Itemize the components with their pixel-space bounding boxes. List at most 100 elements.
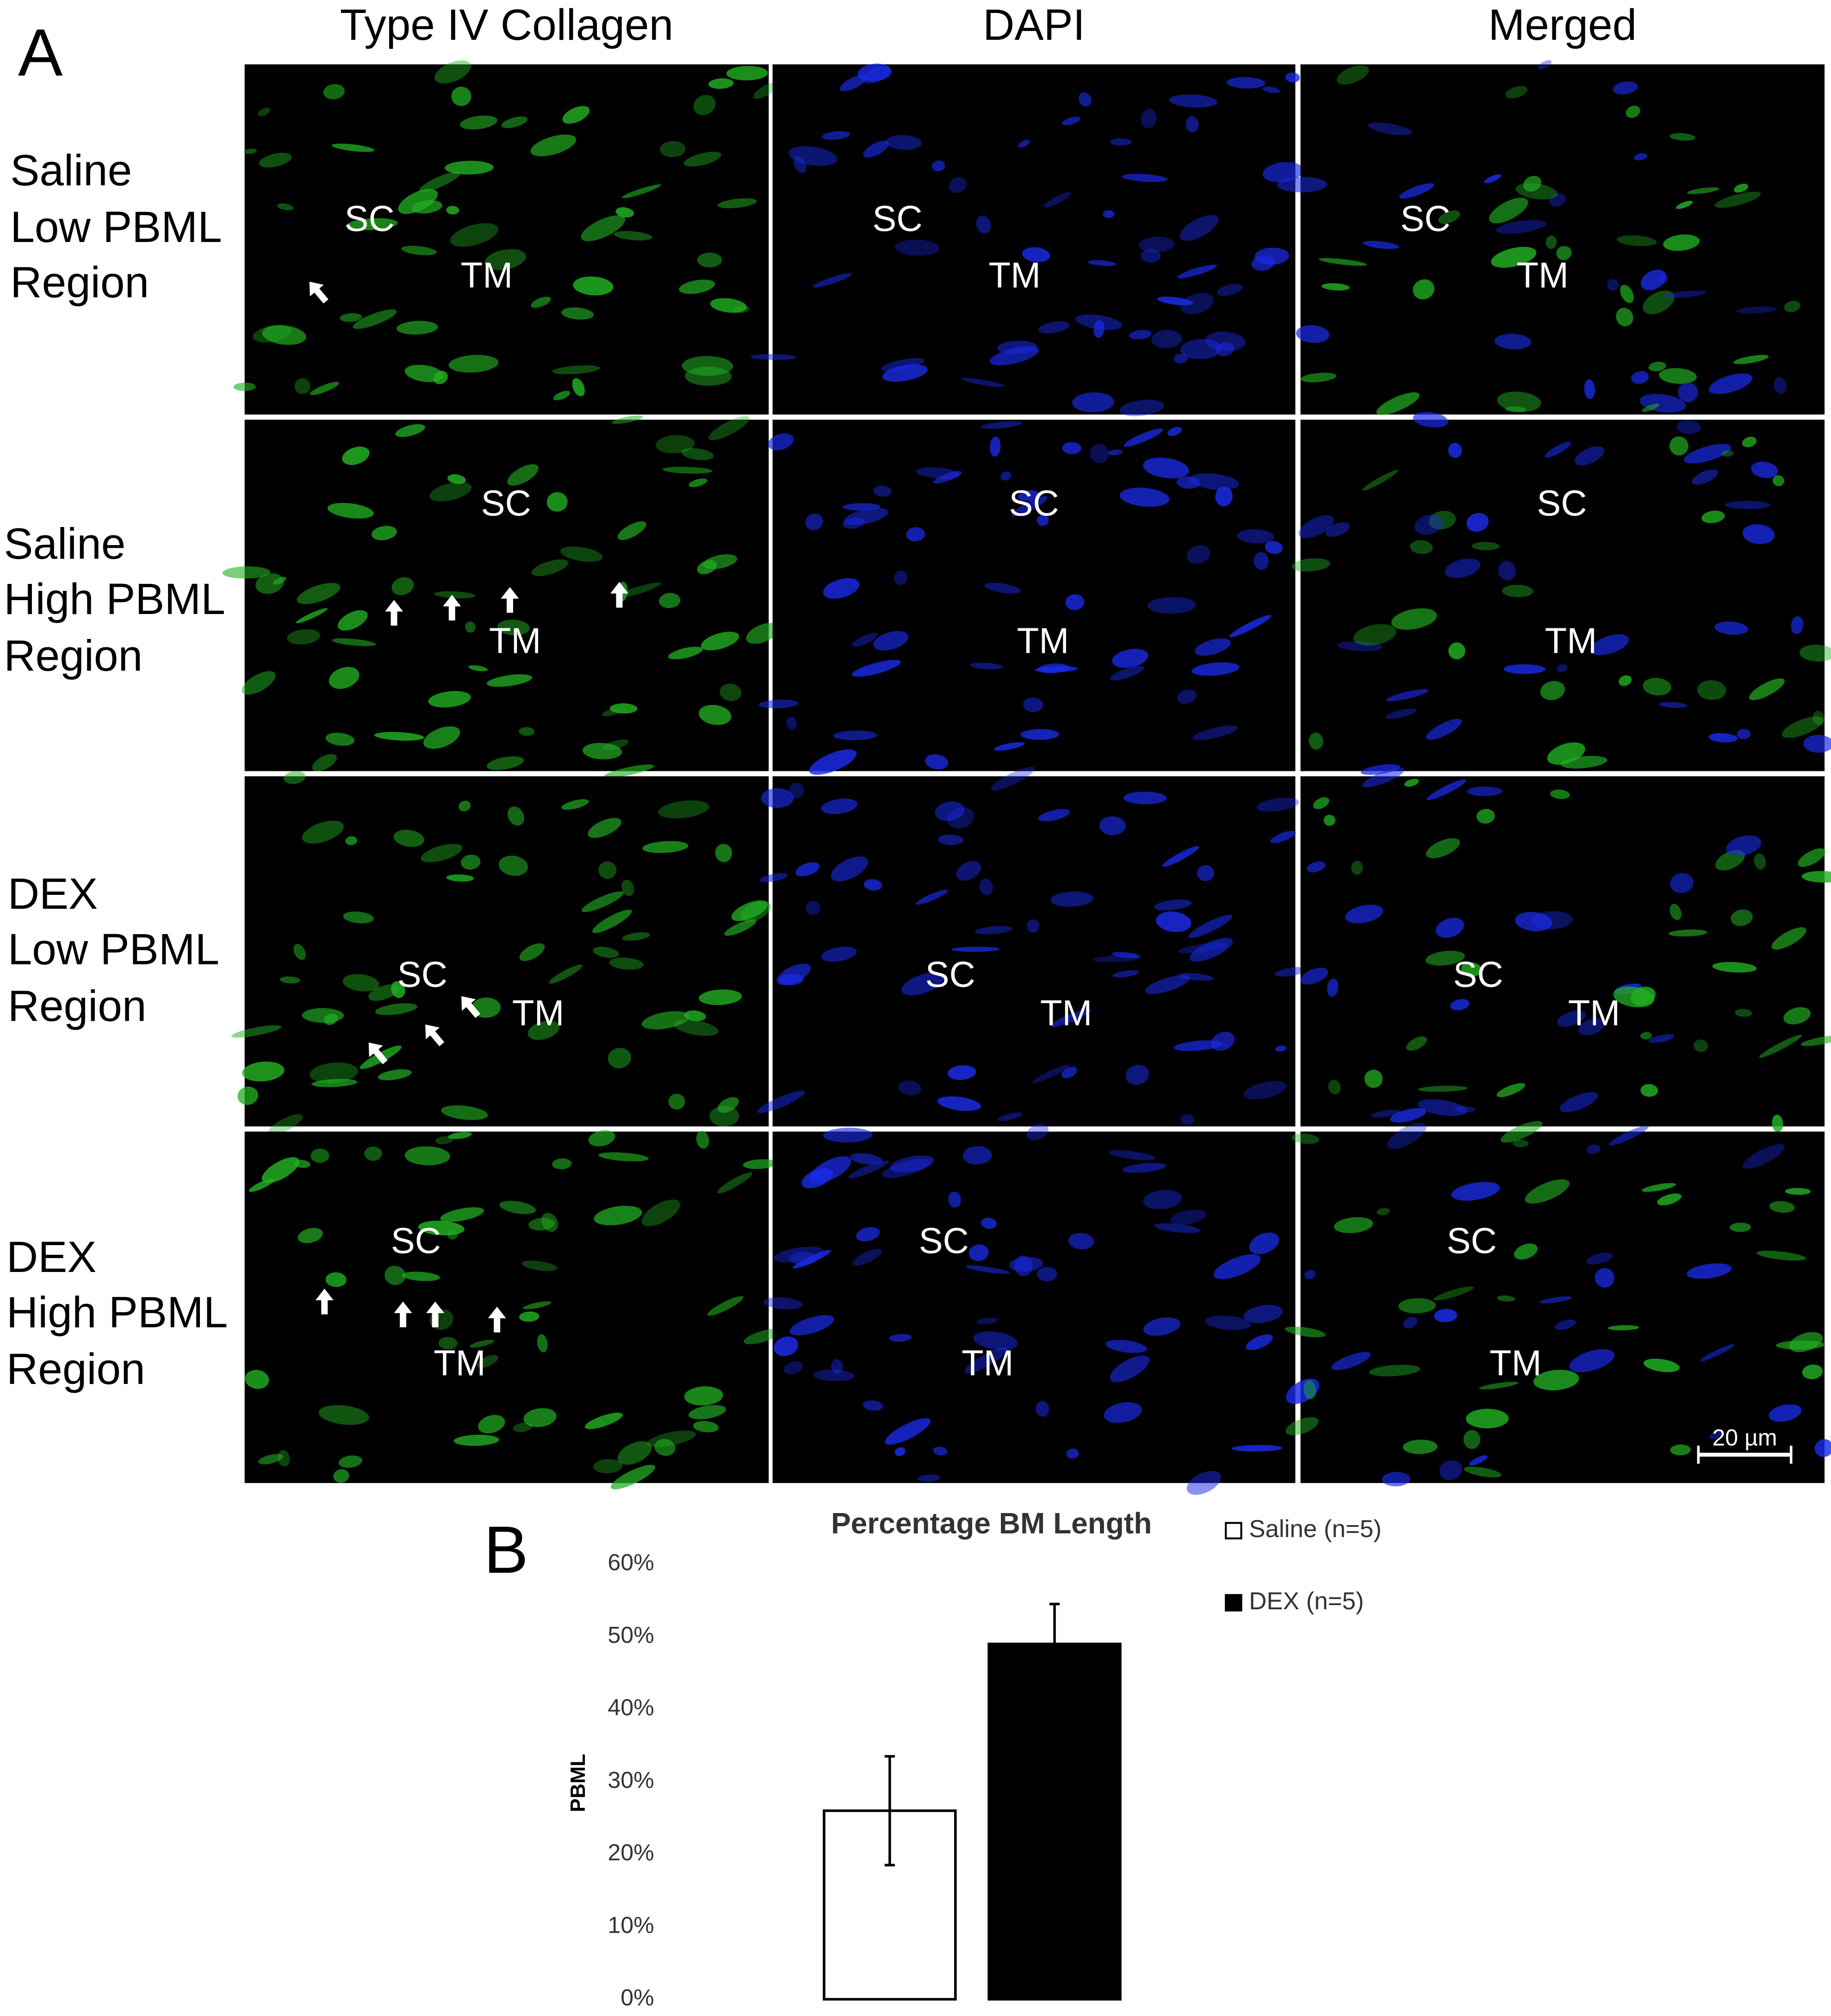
texture <box>594 1205 642 1226</box>
texture <box>997 1112 1023 1121</box>
micrograph: SC TM <box>759 420 1296 775</box>
texture <box>342 974 379 992</box>
texture <box>794 156 807 174</box>
texture <box>724 919 757 936</box>
region-label: SC <box>919 1220 969 1261</box>
texture <box>1323 814 1335 826</box>
texture <box>1246 1334 1273 1351</box>
texture <box>268 1114 303 1135</box>
region-label: TM <box>434 1343 485 1383</box>
texture <box>1657 1193 1682 1205</box>
texture <box>1802 1364 1823 1379</box>
texture <box>1170 1210 1206 1225</box>
texture <box>933 1446 948 1456</box>
texture <box>435 1136 453 1145</box>
texture <box>311 1079 358 1087</box>
texture <box>1285 1326 1326 1338</box>
texture <box>805 513 823 530</box>
texture <box>1479 1382 1519 1389</box>
region-label: TM <box>962 1343 1013 1383</box>
texture <box>1229 615 1272 638</box>
texture <box>280 976 300 984</box>
texture <box>1730 1222 1751 1232</box>
texture <box>917 1474 941 1482</box>
texture <box>1125 1065 1149 1085</box>
image-background <box>244 776 769 1127</box>
texture <box>1586 1253 1613 1265</box>
texture <box>1300 968 1328 985</box>
texture <box>593 1459 623 1474</box>
texture <box>1216 342 1235 356</box>
texture <box>1676 200 1693 209</box>
texture <box>1363 241 1399 249</box>
texture <box>852 633 878 647</box>
texture <box>255 573 284 594</box>
texture <box>821 946 857 962</box>
texture <box>863 1400 883 1411</box>
texture <box>1769 1404 1802 1422</box>
region-label: TM <box>1490 1343 1541 1383</box>
texture <box>451 87 472 106</box>
texture <box>446 874 474 882</box>
texture <box>1559 1092 1598 1112</box>
texture <box>404 1146 450 1166</box>
texture <box>1169 94 1217 108</box>
legend-swatch <box>1225 1594 1242 1612</box>
texture <box>1404 779 1419 787</box>
texture <box>615 207 634 218</box>
texture <box>1721 450 1734 457</box>
micrograph: SC TM <box>233 60 778 415</box>
texture <box>507 464 539 486</box>
texture <box>833 730 877 740</box>
texture <box>990 436 1001 457</box>
texture <box>398 189 438 214</box>
texture <box>1757 1251 1806 1261</box>
texture <box>242 671 276 695</box>
texture <box>1217 284 1243 296</box>
texture <box>513 1422 533 1432</box>
texture <box>788 146 838 166</box>
texture <box>1413 279 1434 300</box>
texture <box>1318 258 1367 266</box>
texture <box>1531 911 1573 930</box>
texture <box>947 1065 976 1080</box>
texture <box>707 1296 744 1316</box>
texture <box>1262 87 1280 93</box>
texture <box>323 84 345 99</box>
texture <box>916 467 960 479</box>
texture <box>1000 471 1012 481</box>
region-label: TM <box>1545 620 1597 661</box>
texture <box>873 485 892 497</box>
texture <box>1633 153 1648 161</box>
region-label: SC <box>345 198 395 239</box>
texture <box>925 754 949 770</box>
texture <box>774 1336 799 1357</box>
texture <box>1050 1009 1092 1027</box>
texture <box>1692 469 1718 485</box>
texture <box>237 1086 258 1105</box>
texture <box>1037 663 1069 674</box>
row-label: Low PBML <box>10 203 222 252</box>
texture <box>1186 545 1210 564</box>
texture <box>1285 72 1300 83</box>
texture <box>1180 1114 1194 1125</box>
texture <box>710 298 747 313</box>
texture <box>682 356 733 376</box>
texture <box>611 416 643 424</box>
texture <box>1643 291 1675 314</box>
texture <box>1377 1208 1390 1216</box>
texture <box>1237 529 1274 544</box>
texture <box>531 297 551 308</box>
texture <box>965 1265 1010 1274</box>
texture <box>1547 742 1585 765</box>
texture <box>789 1252 817 1265</box>
texture <box>294 1160 310 1168</box>
texture <box>1545 441 1571 458</box>
texture <box>1313 797 1329 809</box>
texture <box>1192 725 1238 740</box>
texture <box>345 836 357 845</box>
scale-bar-label: 20 µm <box>1712 1425 1777 1451</box>
texture <box>507 806 524 826</box>
